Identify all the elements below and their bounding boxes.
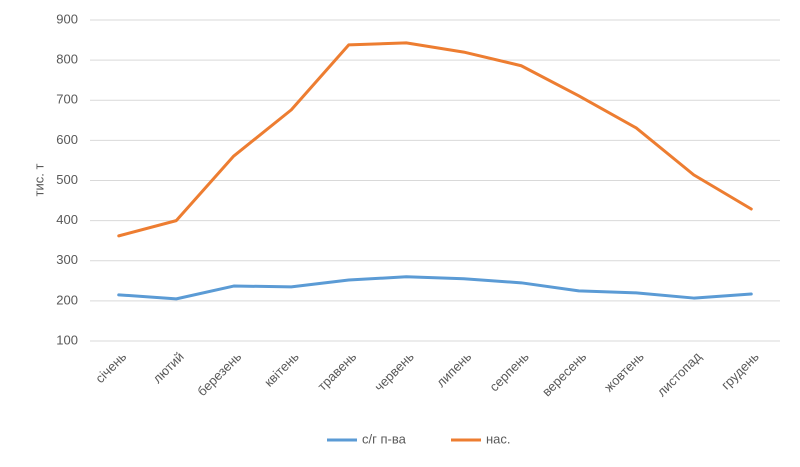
y-tick-label: 400 bbox=[56, 212, 78, 227]
x-tick-label: березень bbox=[194, 349, 244, 399]
x-tick-label: вересень bbox=[539, 349, 589, 399]
y-tick-label: 900 bbox=[56, 11, 78, 26]
x-tick-label: червень bbox=[371, 349, 417, 395]
y-tick-label: 100 bbox=[56, 332, 78, 347]
y-tick-label: 200 bbox=[56, 292, 78, 307]
series-line bbox=[117, 275, 753, 301]
y-tick-label: 600 bbox=[56, 132, 78, 147]
y-tick-label: 300 bbox=[56, 252, 78, 267]
x-tick-label: травень bbox=[315, 349, 360, 394]
y-tick-label: 500 bbox=[56, 172, 78, 187]
x-tick-label: лютий bbox=[150, 349, 187, 386]
x-tick-label: квітень bbox=[261, 349, 302, 390]
series-line bbox=[117, 41, 753, 238]
x-tick-label: серпень bbox=[486, 349, 532, 395]
x-tick-label: листопад bbox=[654, 349, 705, 400]
legend-label: с/г п-ва bbox=[362, 431, 407, 446]
y-axis-label: тис. т bbox=[31, 164, 46, 197]
x-tick-label: грудень bbox=[718, 349, 762, 393]
y-tick-label: 700 bbox=[56, 92, 78, 107]
y-tick-label: 800 bbox=[56, 52, 78, 67]
x-tick-label: жовтень bbox=[601, 349, 647, 395]
x-tick-label: липень bbox=[433, 349, 474, 390]
legend-label: нас. bbox=[486, 431, 511, 446]
x-tick-label: січень bbox=[92, 349, 129, 386]
